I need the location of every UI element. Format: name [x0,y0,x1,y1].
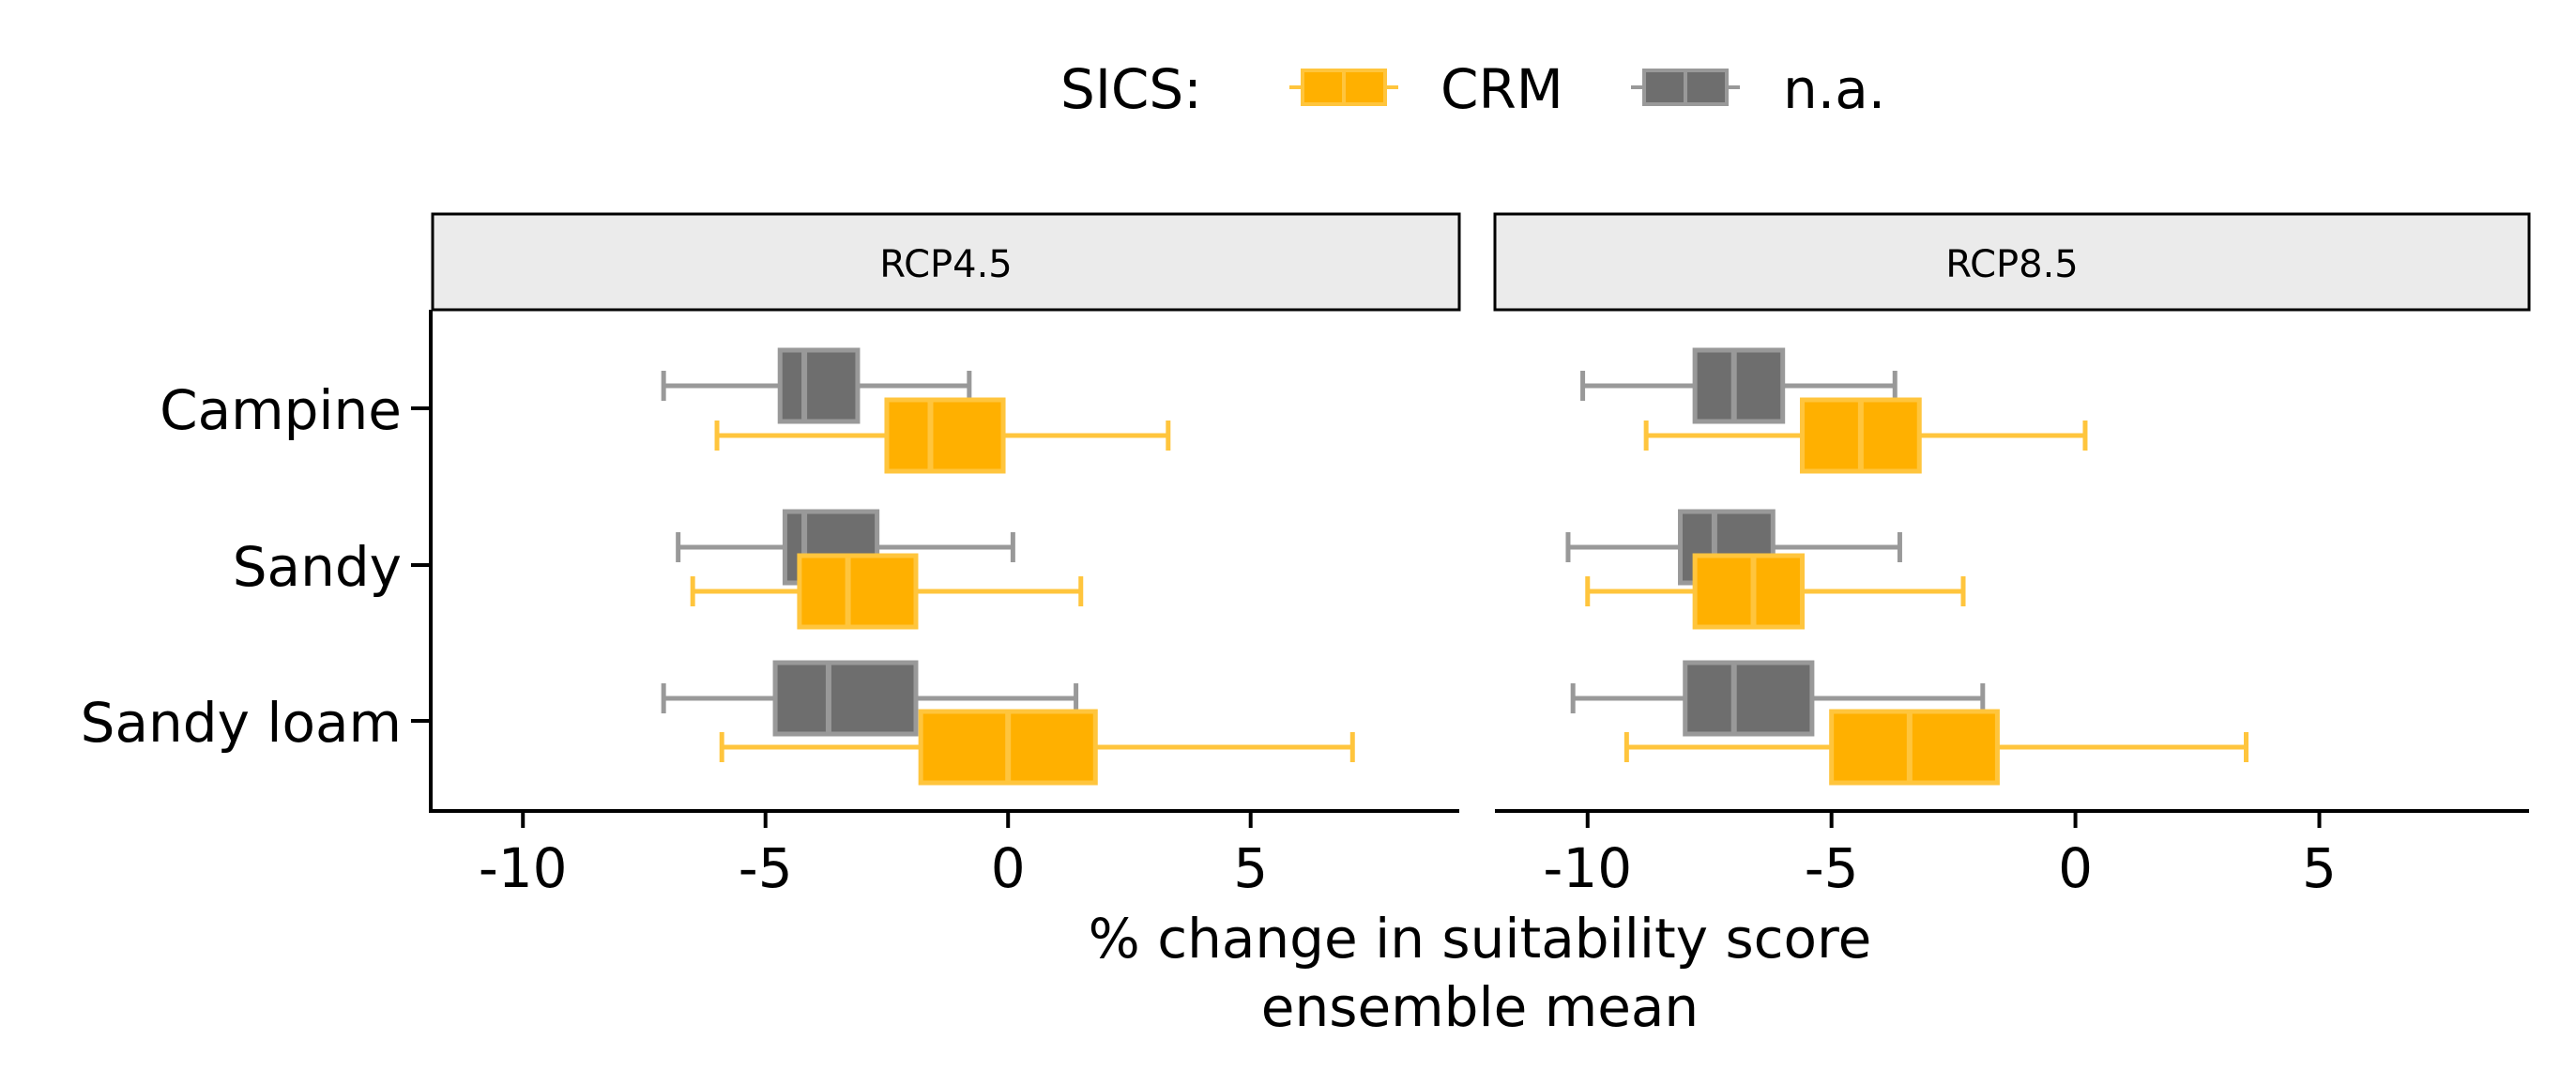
x-ticks: -10 -5 0 5 [1543,811,2337,900]
iqr-box [1692,553,1805,630]
y-axis-labels: Campine Sandy Sandy loam [81,378,402,755]
legend-key-na [1631,69,1740,106]
legend-label-crm: CRM [1440,57,1563,121]
iqr-box [884,397,1006,474]
iqr-box [772,660,919,737]
box-sandy-loam-n-a [661,660,1079,737]
box-campine-n-a [661,347,972,424]
x-tick-label: -5 [739,836,793,900]
panel-title-rcp45: RCP4.5 [879,243,1012,286]
x-axis-title-line-1: % change in suitability score [1089,907,1872,971]
iqr-box [1829,709,2000,786]
panel-strip-rcp45: RCP4.5 [431,212,1461,312]
panel-strip-rcp85: RCP8.5 [1493,212,2531,312]
boxes [1565,347,2249,786]
box-sandy-loam-crm [719,709,1355,786]
iqr-box [1692,347,1786,424]
box-campine-crm [1643,397,2088,474]
x-tick-label: 5 [1233,836,1268,900]
legend: SICS: CRM n.a. [1060,57,1885,121]
category-label-campine: Campine [160,378,402,442]
x-tick-label: -10 [479,836,568,900]
x-ticks: -10 -5 0 5 [479,811,1268,900]
x-tick-label: -5 [1805,836,1859,900]
box-campine-crm [714,397,1171,474]
category-label-sandy-loam: Sandy loam [81,691,402,755]
box-sandy-loam-n-a [1570,660,1986,737]
box-sandy-crm [690,553,1084,630]
category-label-sandy: Sandy [233,535,402,599]
iqr-box [1683,660,1815,737]
x-tick-label: 0 [991,836,1026,900]
iqr-box [797,553,919,630]
panel-title-rcp85: RCP8.5 [1945,243,2078,286]
panel-rcp85: -10 -5 0 5 [1495,347,2529,900]
x-tick-label: 5 [2302,836,2337,900]
legend-label-na: n.a. [1783,57,1885,121]
legend-title: SICS: [1060,57,1202,121]
legend-key-crm [1289,69,1398,106]
x-tick-label: 0 [2058,836,2093,900]
panel-rcp45: -10 -5 0 5 [411,310,1459,900]
box-sandy-loam-crm [1623,709,2249,786]
box-campine-n-a [1580,347,1898,424]
box-sandy-crm [1585,553,1966,630]
x-axis-title-line-2: ensemble mean [1261,975,1699,1039]
x-tick-label: -10 [1543,836,1632,900]
boxes [661,347,1355,786]
iqr-box [777,347,861,424]
